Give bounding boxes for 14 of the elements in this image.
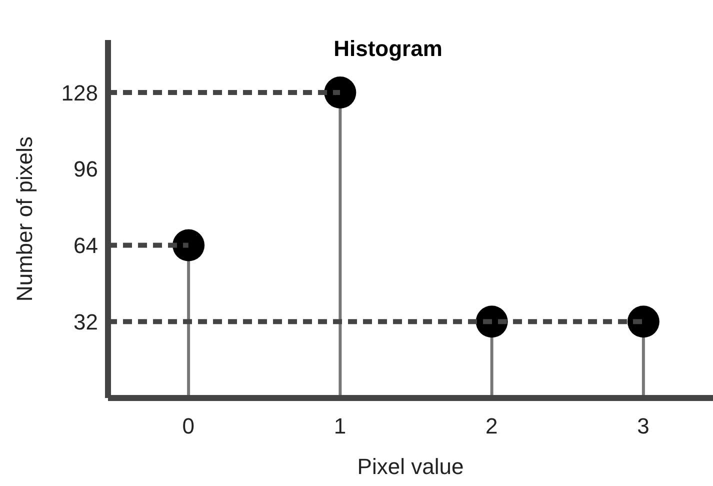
point bbox=[627, 306, 660, 338]
x-axis-title: Pixel value bbox=[357, 454, 464, 479]
y-tick-label: 64 bbox=[74, 233, 98, 258]
chart-title: Histogram bbox=[332, 36, 444, 62]
x-tick-label: 2 bbox=[485, 414, 498, 439]
y-axis-title: Number of pixels bbox=[12, 136, 37, 302]
point bbox=[324, 76, 356, 109]
point bbox=[172, 229, 205, 262]
y-tick-label: 96 bbox=[74, 156, 98, 182]
x-tick-label: 3 bbox=[637, 414, 650, 439]
x-tick-label: 0 bbox=[182, 414, 194, 439]
x-tick-label: 1 bbox=[334, 414, 346, 439]
y-tick-label: 32 bbox=[74, 309, 98, 334]
y-tick-label: 128 bbox=[61, 80, 98, 106]
